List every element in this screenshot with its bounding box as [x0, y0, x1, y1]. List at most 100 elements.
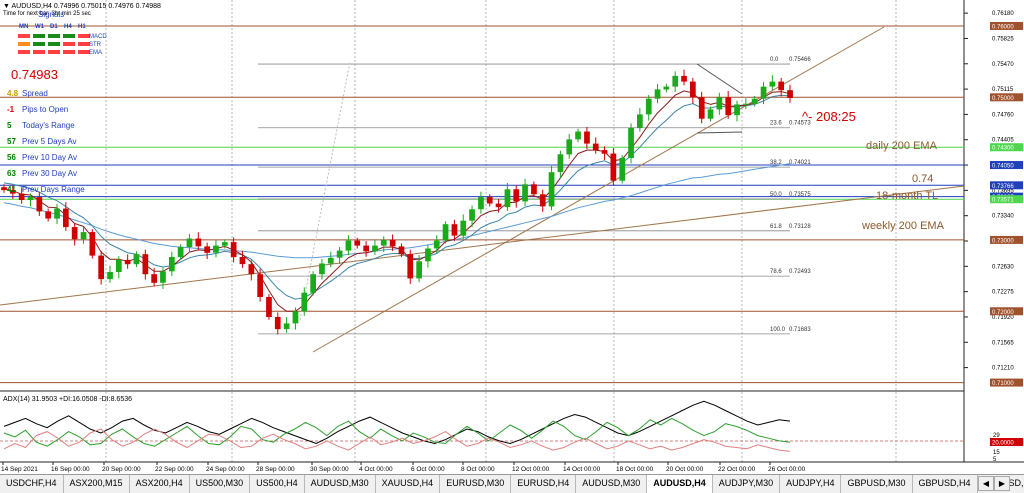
- candle[interactable]: [89, 229, 96, 259]
- wedge-lower-line[interactable]: [696, 131, 743, 134]
- candle[interactable]: [204, 242, 210, 260]
- candle[interactable]: [169, 251, 175, 276]
- indicator-panel[interactable]: ADX(14) 31.9503 +DI:16.0508 -DI:8.6536 2…: [0, 396, 1023, 463]
- chart-tab[interactable]: AUDUSD,M30: [576, 475, 648, 493]
- candle[interactable]: [407, 249, 414, 284]
- chart-tab[interactable]: AUDUSD,M30: [305, 475, 376, 493]
- candle[interactable]: [743, 98, 749, 109]
- candle[interactable]: [116, 256, 122, 279]
- candle[interactable]: [36, 191, 43, 216]
- trendline-channel[interactable]: [312, 26, 885, 353]
- candle[interactable]: [195, 232, 202, 251]
- trendline-18-month[interactable]: [0, 185, 965, 306]
- candle[interactable]: [98, 251, 104, 285]
- trendlines[interactable]: [0, 26, 965, 353]
- candle[interactable]: [760, 82, 767, 105]
- candle[interactable]: [230, 237, 237, 263]
- horizontal-levels[interactable]: [0, 25, 964, 384]
- candle[interactable]: [681, 69, 687, 86]
- chart-tab[interactable]: USDCHF,H4: [0, 475, 64, 493]
- candle[interactable]: [274, 312, 281, 335]
- candle[interactable]: [292, 307, 299, 330]
- candle[interactable]: [345, 235, 352, 256]
- candle[interactable]: [160, 267, 166, 290]
- candle[interactable]: [124, 254, 131, 269]
- candle[interactable]: [513, 185, 520, 208]
- candle[interactable]: [592, 137, 599, 154]
- chart-tab[interactable]: ASX200,H4: [130, 475, 190, 493]
- candle[interactable]: [557, 150, 564, 179]
- candle[interactable]: [495, 198, 502, 213]
- candle[interactable]: [213, 240, 219, 258]
- candle[interactable]: [336, 246, 343, 265]
- chart-tab[interactable]: EURUSD,H4: [511, 475, 577, 493]
- candle[interactable]: [504, 183, 511, 211]
- chart-tab[interactable]: XAUUSD,H4: [376, 475, 441, 493]
- candle[interactable]: [451, 219, 458, 242]
- candle[interactable]: [575, 128, 581, 143]
- candle[interactable]: [248, 260, 255, 281]
- candle[interactable]: [283, 317, 290, 333]
- candle[interactable]: [186, 233, 193, 253]
- candle[interactable]: [584, 126, 590, 150]
- candle[interactable]: [266, 294, 272, 320]
- candle[interactable]: [654, 84, 661, 104]
- candle[interactable]: [380, 236, 387, 252]
- chart-tab[interactable]: US500,H4: [250, 475, 305, 493]
- candle[interactable]: [354, 237, 361, 249]
- candle[interactable]: [319, 258, 325, 280]
- candle[interactable]: [151, 267, 157, 287]
- chart-tab[interactable]: AUDJPY,M30: [713, 475, 781, 493]
- candle[interactable]: [398, 243, 405, 258]
- candle[interactable]: [1, 184, 7, 193]
- candle[interactable]: [416, 255, 422, 283]
- candle[interactable]: [310, 271, 316, 296]
- candle[interactable]: [425, 244, 431, 268]
- chart-tab[interactable]: EURUSD,M30: [440, 475, 512, 493]
- candle[interactable]: [698, 91, 705, 124]
- candle[interactable]: [460, 214, 467, 240]
- candle[interactable]: [222, 239, 228, 249]
- candle[interactable]: [327, 251, 334, 268]
- candle[interactable]: [301, 287, 308, 316]
- candle[interactable]: [54, 203, 60, 224]
- candle[interactable]: [751, 95, 758, 107]
- tab-scroll-right-icon[interactable]: ▶: [994, 476, 1010, 491]
- candle[interactable]: [372, 239, 378, 256]
- candle[interactable]: [663, 83, 670, 93]
- candle[interactable]: [433, 235, 440, 254]
- candle[interactable]: [566, 133, 573, 159]
- candle[interactable]: [478, 191, 484, 214]
- candle[interactable]: [531, 181, 537, 198]
- candle[interactable]: [690, 77, 696, 104]
- chart-tab[interactable]: AUDUSD,H4: [647, 475, 713, 493]
- candle[interactable]: [442, 221, 449, 244]
- candle[interactable]: [610, 148, 617, 186]
- chart-tab[interactable]: AUDJPY,H4: [780, 475, 842, 493]
- candle[interactable]: [707, 106, 714, 122]
- candle[interactable]: [80, 226, 87, 244]
- candle[interactable]: [45, 208, 51, 222]
- candle[interactable]: [63, 202, 69, 231]
- candle[interactable]: [363, 241, 369, 257]
- candle[interactable]: [239, 250, 246, 268]
- candle[interactable]: [177, 244, 184, 260]
- chart-area[interactable]: 0.0 0.75466 23.6 0.74573 38.2 0.74021 50.0 0.73…: [0, 0, 1024, 474]
- candle[interactable]: [107, 265, 113, 283]
- chart-tab[interactable]: GBPUSD,H4: [913, 475, 978, 493]
- candle[interactable]: [10, 185, 16, 199]
- candle[interactable]: [778, 77, 784, 97]
- candle[interactable]: [672, 71, 679, 93]
- candle[interactable]: [725, 91, 732, 119]
- candle[interactable]: [787, 84, 793, 103]
- candle[interactable]: [769, 75, 776, 91]
- chart-tab[interactable]: GBPUSD,M30: [841, 475, 913, 493]
- candle[interactable]: [71, 223, 78, 246]
- candle[interactable]: [637, 108, 643, 132]
- candle[interactable]: [469, 205, 475, 227]
- candle[interactable]: [142, 249, 149, 280]
- chart-tab[interactable]: US500,M30: [190, 475, 251, 493]
- candle[interactable]: [548, 165, 555, 211]
- candle[interactable]: [601, 146, 608, 160]
- candle[interactable]: [27, 193, 34, 207]
